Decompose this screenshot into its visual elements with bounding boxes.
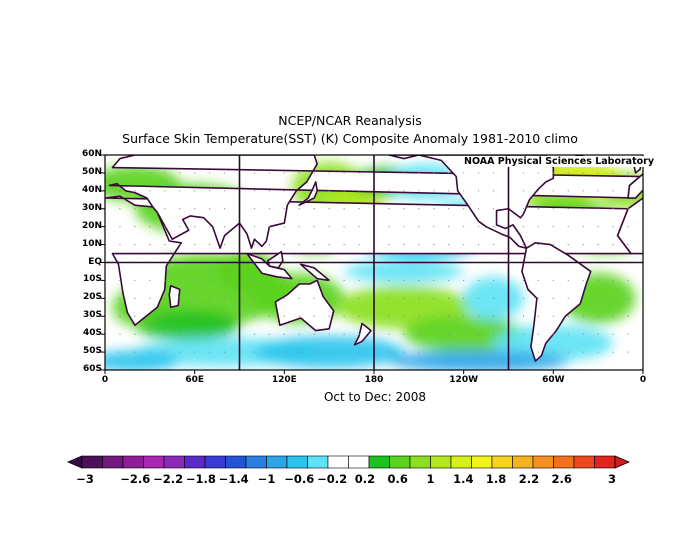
colorbar-label: 1 — [426, 472, 435, 486]
colorbar-swatch — [266, 455, 288, 469]
colorbar-swatch — [184, 455, 206, 469]
lat-tick-label: EQ — [88, 256, 102, 267]
credit-label: NOAA Physical Sciences Laboratory — [462, 156, 657, 167]
colorbar-swatch — [225, 455, 247, 469]
lon-tick-label: 180 — [364, 375, 384, 385]
lon-tick-label: 60W — [542, 375, 565, 385]
colorbar-swatch — [594, 455, 616, 469]
lat-tick-label: 30S — [82, 310, 102, 321]
colorbar-swatch — [327, 455, 349, 469]
colorbar-swatch — [122, 455, 144, 469]
colorbar-swatch — [430, 455, 452, 469]
colorbar-arrow-left — [66, 455, 83, 469]
lon-tick-label: 60E — [185, 375, 204, 385]
colorbar-swatch — [163, 455, 185, 469]
colorbar-swatch — [450, 455, 472, 469]
colorbar-swatch — [471, 455, 493, 469]
colorbar-swatch — [348, 455, 370, 469]
lat-tick-label: 10S — [82, 274, 102, 285]
colorbar-label: 0.2 — [354, 472, 376, 486]
colorbar-swatch — [532, 455, 554, 469]
colorbar-label: −3 — [76, 472, 94, 486]
lon-tick-label: 120E — [271, 375, 297, 385]
continent-outlines — [105, 155, 643, 362]
colorbar-label: −0.2 — [317, 472, 348, 486]
colorbar-swatch — [204, 455, 226, 469]
colorbar-label: 0.6 — [387, 472, 408, 486]
colorbar-label: −1 — [257, 472, 276, 486]
lat-tick-label: 20N — [82, 220, 103, 231]
colorbar-swatch — [143, 455, 165, 469]
colorbar-swatch — [573, 455, 595, 469]
colorbar-swatch — [81, 455, 103, 469]
axis-ticks — [101, 154, 644, 374]
lon-tick-label: 120W — [449, 375, 479, 385]
colorbar-swatch — [368, 455, 390, 469]
lon-tick-label: 0 — [639, 375, 647, 385]
lon-tick-label: 0 — [101, 375, 109, 385]
colorbar-swatch — [512, 455, 534, 469]
reference-lines — [105, 155, 643, 370]
colorbar-label: −1.4 — [218, 472, 249, 486]
lat-tick-label: 50N — [82, 166, 103, 177]
colorbar-swatch — [102, 455, 124, 469]
lat-tick-label: 60N — [82, 149, 103, 159]
lat-tick-label: 30N — [82, 202, 103, 213]
colorbar-swatch — [389, 455, 411, 469]
colorbar-label: 2.2 — [518, 472, 540, 486]
colorbar-swatch — [409, 455, 431, 469]
colorbar-swatch — [245, 455, 267, 469]
lat-tick-label: 60S — [82, 364, 102, 374]
colorbar-label: −2.6 — [120, 472, 151, 486]
colorbar-label: −2.2 — [153, 472, 184, 486]
colorbar-label: −1.8 — [185, 472, 216, 486]
colorbar-swatch — [307, 455, 329, 469]
colorbar-label: 1.4 — [453, 472, 474, 486]
chart-subtitle: Surface Skin Temperature(SST) (K) Compos… — [122, 131, 578, 146]
colorbar-label: −0.6 — [284, 472, 315, 486]
colorbar-swatch — [286, 455, 308, 469]
chart-title: NCEP/NCAR Reanalysis — [278, 113, 422, 128]
colorbar-label: 2.6 — [551, 472, 572, 486]
lat-tick-label: 10N — [82, 238, 103, 249]
lat-tick-label: 50S — [82, 346, 102, 357]
lat-tick-label: 20S — [82, 292, 102, 303]
lat-tick-label: 40S — [82, 328, 102, 339]
lat-tick-label: 40N — [82, 184, 103, 195]
colorbar-label: 1.8 — [485, 472, 507, 486]
colorbar-arrow-right — [614, 455, 631, 469]
period-label: Oct to Dec: 2008 — [323, 390, 427, 404]
colorbar-label: 3 — [607, 472, 617, 486]
colorbar-swatch — [491, 455, 513, 469]
colorbar-swatch — [553, 455, 575, 469]
